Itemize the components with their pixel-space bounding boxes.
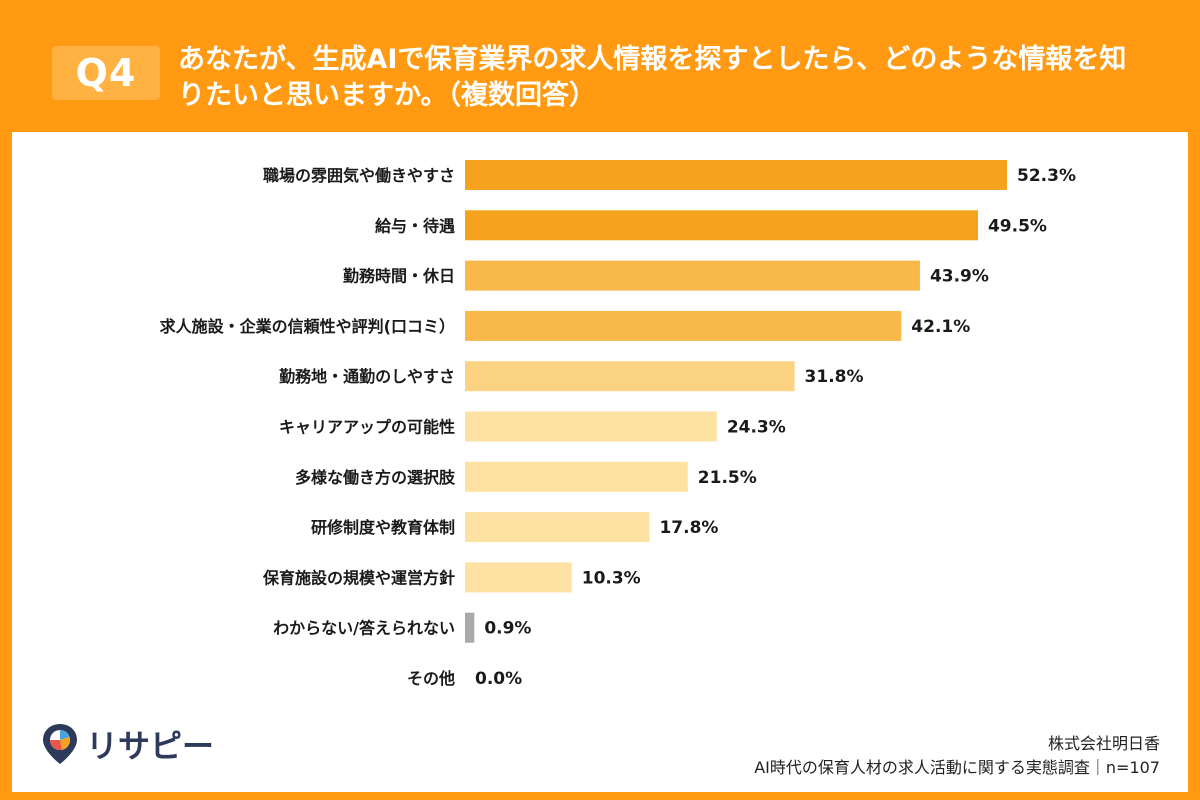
category-label: 給与・待遇 — [375, 216, 455, 235]
bar — [465, 310, 902, 341]
category-label: わからない/答えられない — [273, 619, 455, 638]
category-label: 求人施設・企業の信頼性や評判(口コミ） — [160, 317, 455, 336]
bar — [465, 512, 650, 543]
footer-company: 株式会社明日香 — [1047, 734, 1160, 753]
category-label: 勤務時間・休日 — [343, 267, 455, 286]
value-label: 42.1% — [911, 317, 970, 337]
value-label: 43.9% — [930, 267, 989, 287]
value-label: 24.3% — [727, 418, 786, 438]
footer: 株式会社明日香 AI時代の保育人材の求人活動に関する実態調査｜n=107 — [754, 732, 1160, 780]
value-label: 52.3% — [1017, 166, 1076, 186]
category-label: 勤務地・通勤のしやすさ — [279, 367, 455, 386]
pin-logo-icon — [43, 724, 77, 764]
category-label: 保育施設の規模や運営方針 — [262, 568, 455, 587]
footer-survey: AI時代の保育人材の求人活動に関する実態調査｜n=107 — [754, 758, 1160, 777]
question-badge: Q4 — [52, 46, 160, 100]
bar — [465, 461, 688, 492]
bar — [465, 260, 920, 291]
question-title: あなたが、生成AIで保育業界の求人情報を探すとしたら、どのような情報を知りたいと… — [178, 44, 1127, 111]
category-label: その他 — [407, 669, 455, 688]
value-label: 21.5% — [698, 468, 757, 488]
bar — [465, 411, 717, 442]
bar — [465, 361, 795, 392]
bar — [465, 210, 978, 241]
value-label: 0.0% — [475, 669, 522, 689]
bar — [465, 562, 572, 593]
category-label: 研修制度や教育体制 — [311, 518, 455, 537]
value-label: 49.5% — [988, 216, 1047, 236]
category-label: 職場の雰囲気や働きやすさ — [263, 166, 455, 185]
chart-card: 職場の雰囲気や働きやすさ 52.3% 給与・待遇 49.5% 勤務時間・休日 43.9% 求… — [12, 132, 1188, 792]
category-label: 多様な働き方の選択肢 — [295, 468, 456, 487]
bar-chart: 職場の雰囲気や働きやすさ 52.3% 給与・待遇 49.5% 勤務時間・休日 43.9% 求… — [160, 160, 1076, 689]
bar — [465, 612, 475, 643]
bar — [465, 160, 1007, 190]
value-label: 31.8% — [805, 367, 864, 387]
value-label: 17.8% — [659, 518, 718, 538]
logo: リサピー — [40, 720, 214, 768]
value-label: 10.3% — [582, 568, 641, 588]
logo-text: リサピー — [86, 727, 215, 765]
value-label: 0.9% — [484, 619, 531, 639]
category-label: キャリアアップの可能性 — [279, 418, 455, 437]
